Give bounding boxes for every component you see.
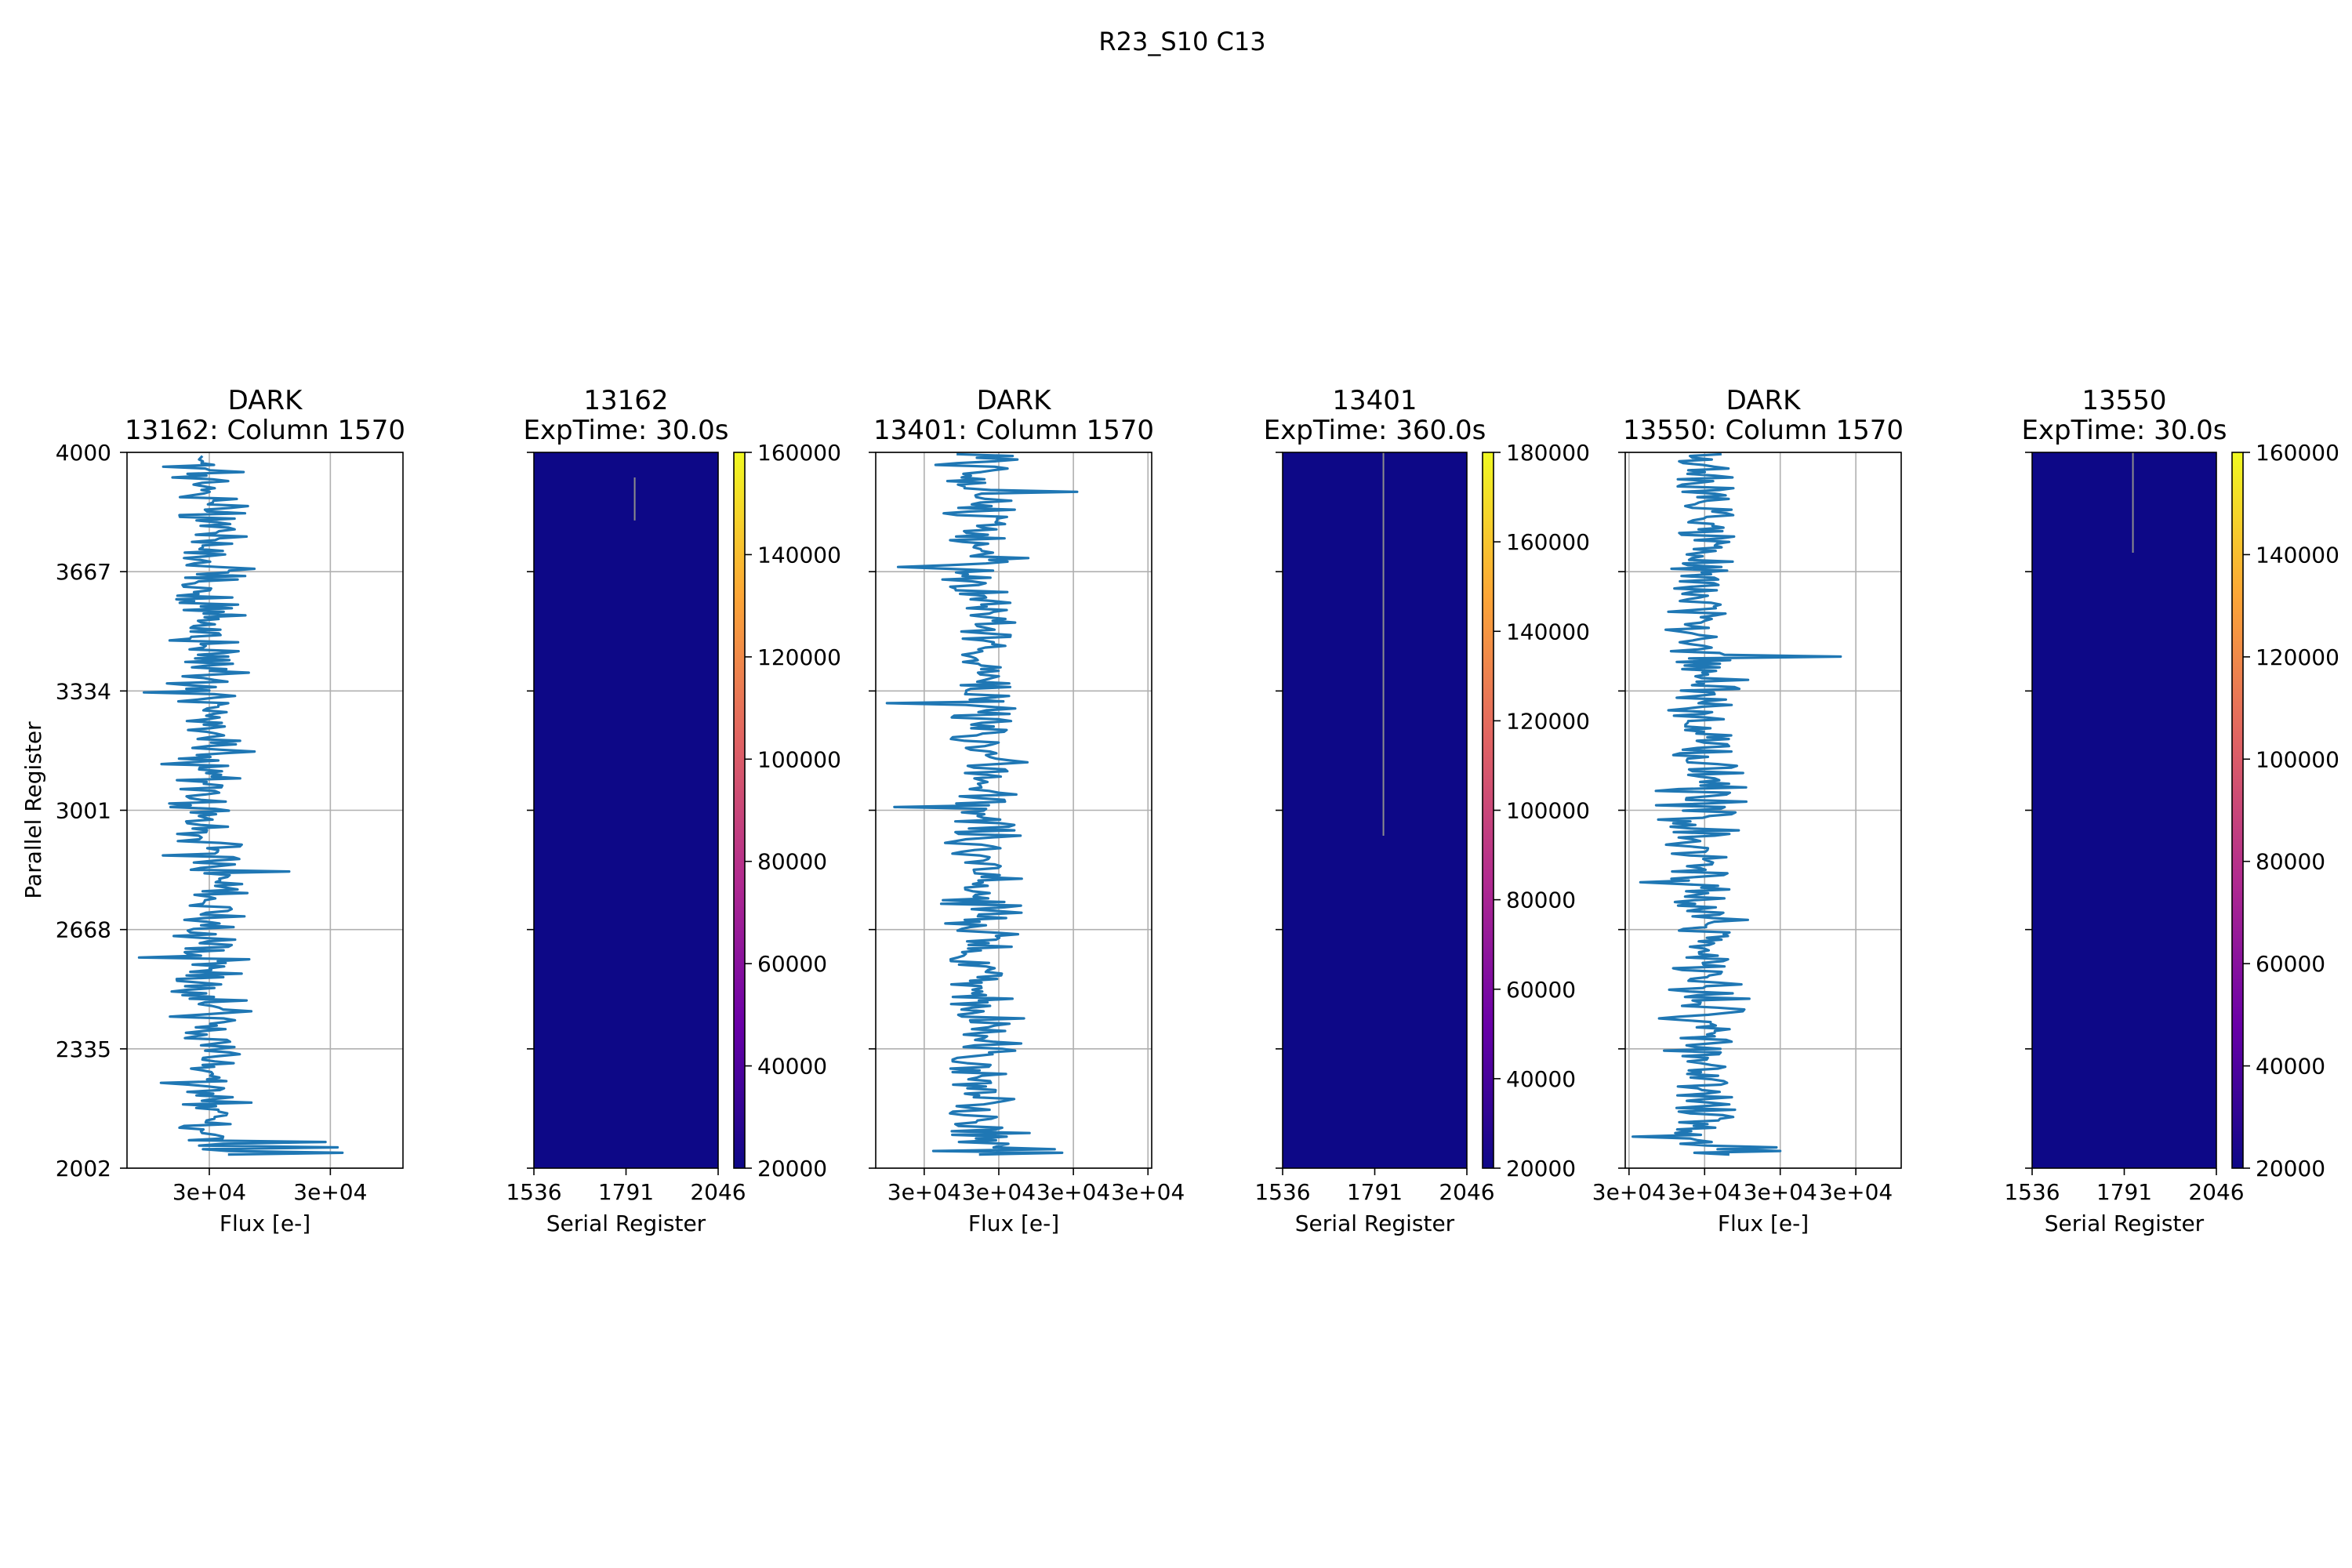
x-axis-label: Serial Register [546,1210,706,1236]
colorbar-tick-label: 60000 [757,951,827,977]
colorbar-tick-label: 120000 [2256,644,2339,670]
x-tick-label: 2046 [690,1179,746,1205]
x-tick-label: 3e+04 [1036,1179,1110,1205]
x-tick-label: 3e+04 [962,1179,1036,1205]
panel-subtitle: 13550: Column 1570 [1623,415,1904,446]
dark-image [2032,452,2216,1168]
panel-title: DARK [977,385,1052,416]
colorbar-tick-label: 20000 [1506,1156,1576,1181]
colorbar-tick-label: 100000 [1506,798,1590,824]
panel-title: 13550 [2082,385,2166,416]
flux-profile-line [1632,452,1842,1156]
colorbar [1482,452,1494,1169]
colorbar-tick-label: 80000 [2256,849,2325,875]
x-tick-label: 3e+04 [1744,1179,1817,1205]
panel-subtitle: 13401: Column 1570 [873,415,1154,446]
x-axis-label: Flux [e-] [1718,1210,1809,1236]
dark-image [534,452,718,1168]
x-tick-label: 1791 [1347,1179,1403,1205]
colorbar-tick-label: 120000 [757,644,841,670]
colorbar-tick-label: 180000 [1506,440,1590,466]
grid [876,452,1152,1169]
colorbar-tick-label: 160000 [757,440,841,466]
x-tick-label: 1536 [1254,1179,1310,1205]
x-tick-label: 3e+04 [1819,1179,1893,1205]
axes-frame [126,452,404,1169]
axes-frame [1624,452,1902,1169]
panel-title: DARK [228,385,303,416]
x-tick-label: 3e+04 [1592,1179,1666,1205]
panel-title: DARK [1726,385,1802,416]
axes-frame [1282,452,1468,1169]
colorbar-tick-label: 60000 [2256,951,2325,977]
axes-frame [533,452,719,1169]
panel-subtitle: ExpTime: 360.0s [1264,415,1486,446]
grid [127,452,403,1169]
panel-subtitle: ExpTime: 30.0s [523,415,728,446]
x-tick-label: 1791 [2096,1179,2152,1205]
x-axis-label: Flux [e-] [968,1210,1059,1236]
x-tick-label: 3e+04 [172,1179,246,1205]
x-tick-label: 1536 [2004,1179,2060,1205]
colorbar-tick-label: 80000 [1506,887,1576,913]
panel-subtitle: 13162: Column 1570 [125,415,405,446]
x-tick-label: 1791 [598,1179,654,1205]
colorbar-tick-label: 40000 [1506,1066,1576,1092]
grid [1625,452,1901,1169]
axes-frame [875,452,1152,1169]
colorbar-tick-label: 20000 [2256,1156,2325,1181]
x-axis-label: Flux [e-] [220,1210,310,1236]
colorbar-tick-label: 140000 [757,542,841,568]
x-tick-label: 3e+04 [293,1179,367,1205]
panel-title: 13162 [583,385,668,416]
colorbar [2231,452,2244,1169]
colorbar-tick-label: 40000 [757,1054,827,1080]
colorbar-tick-label: 140000 [2256,542,2339,568]
colorbar-tick-label: 100000 [2256,746,2339,772]
panel-subtitle: ExpTime: 30.0s [2021,415,2227,446]
colorbar-tick-label: 160000 [1506,529,1590,555]
colorbar-tick-label: 160000 [2256,440,2339,466]
y-tick-label: 4000 [56,440,111,466]
x-tick-label: 3e+04 [887,1179,961,1205]
colorbar-tick-label: 120000 [1506,708,1590,734]
flux-profile-line [885,452,1079,1156]
x-axis-label: Serial Register [1295,1210,1455,1236]
x-tick-label: 3e+04 [1668,1179,1741,1205]
x-axis-label: Serial Register [2045,1210,2205,1236]
x-tick-label: 3e+04 [1111,1179,1185,1205]
dark-image [1283,452,1467,1168]
colorbar-tick-label: 20000 [757,1156,827,1181]
colorbar [733,452,746,1169]
flux-profile-line [137,455,344,1156]
y-tick-label: 2668 [56,917,111,943]
y-tick-label: 3001 [56,798,111,824]
colorbar-tick-label: 100000 [757,746,841,772]
colorbar-tick-label: 60000 [1506,977,1576,1003]
colorbar-tick-label: 80000 [757,849,827,875]
figure-title: R23_S10 C13 [1098,27,1265,56]
axes-frame [2031,452,2217,1169]
x-tick-label: 1536 [506,1179,561,1205]
x-tick-label: 2046 [1439,1179,1494,1205]
y-tick-label: 2002 [56,1156,111,1181]
y-tick-label: 3667 [56,559,111,585]
panel-title: 13401 [1332,385,1417,416]
colorbar-tick-label: 140000 [1506,619,1590,644]
y-tick-label: 2335 [56,1036,111,1062]
y-tick-label: 3334 [56,678,111,704]
colorbar-tick-label: 40000 [2256,1054,2325,1080]
x-tick-label: 2046 [2188,1179,2244,1205]
y-axis-label: Parallel Register [20,721,46,899]
